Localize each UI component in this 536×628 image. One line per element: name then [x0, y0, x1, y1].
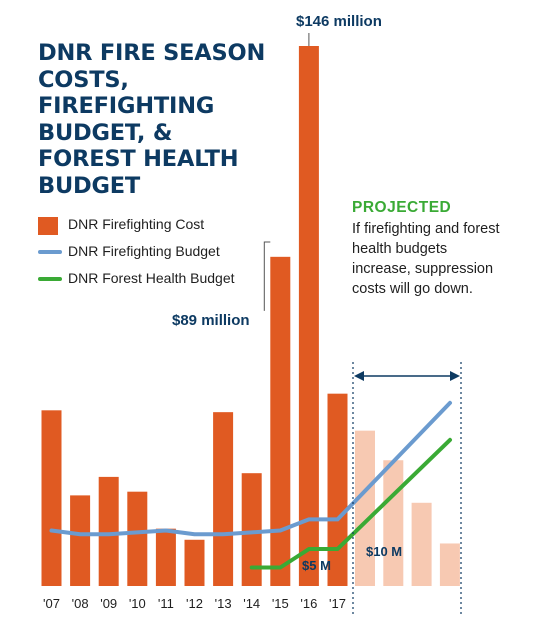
projected-bar: [355, 430, 375, 586]
projection-arrow-left: [354, 371, 364, 381]
x-tick-label: '09: [100, 596, 117, 611]
legend-item-forest: DNR Forest Health Budget: [38, 268, 278, 288]
annotation-five-m: $5 M: [302, 558, 331, 573]
projected-text: If firefighting and forest health budget…: [352, 221, 500, 297]
chart-title: DNR FIRE SEASON COSTS, FIREFIGHTING BUDG…: [38, 40, 266, 199]
cost-bar: [155, 528, 176, 586]
cost-bar: [184, 539, 205, 586]
legend-swatch-budget: [38, 250, 62, 254]
legend: DNR Firefighting Cost DNR Firefighting B…: [38, 214, 278, 295]
cost-bar: [127, 491, 148, 586]
legend-label-cost: DNR Firefighting Cost: [68, 216, 205, 232]
annotation-leader-2015: [263, 241, 271, 311]
projection-guides: [263, 33, 462, 614]
x-tick-label: '14: [243, 596, 260, 611]
cost-bar: [298, 46, 319, 586]
projected-bar: [383, 460, 404, 586]
projection-arrow-right: [450, 371, 460, 381]
cost-bar: [98, 476, 119, 586]
cost-bar: [41, 410, 62, 586]
cost-bar: [70, 495, 91, 586]
legend-swatch-forest: [38, 277, 62, 281]
annotation-peak: $146 million: [296, 13, 382, 30]
annotation-2015: $89 million: [172, 312, 250, 329]
x-tick-label: '08: [72, 596, 89, 611]
legend-swatch-cost: [38, 217, 58, 235]
x-tick-label: '16: [300, 596, 317, 611]
x-tick-label: '12: [186, 596, 203, 611]
x-tick-label: '07: [43, 596, 60, 611]
forest-line: [249, 437, 452, 570]
legend-label-forest: DNR Forest Health Budget: [68, 270, 235, 286]
x-tick-label: '13: [215, 596, 232, 611]
x-ticks: '07 '08 '09 '10 '11 '12 '13 '14 '15 '16 '17: [43, 596, 346, 611]
x-tick-label: '10: [129, 596, 146, 611]
legend-item-budget: DNR Firefighting Budget: [38, 241, 278, 261]
cost-bar: [241, 473, 262, 586]
x-tick-label: '15: [272, 596, 289, 611]
projected-bar: [439, 543, 460, 586]
budget-line: [49, 400, 452, 537]
projected-bar: [411, 502, 432, 586]
projected-label: PROJECTED: [352, 199, 452, 216]
projected-note: PROJECTED If firefighting and forest hea…: [352, 197, 502, 299]
projected-bars: [355, 430, 460, 586]
legend-label-budget: DNR Firefighting Budget: [68, 243, 220, 259]
cost-bars: [41, 46, 348, 586]
cost-bar: [213, 412, 234, 586]
legend-item-cost: DNR Firefighting Cost: [38, 214, 278, 235]
annotation-ten-m: $10 M: [366, 544, 403, 559]
cost-bar: [327, 393, 348, 586]
cost-bar: [270, 256, 291, 586]
x-tick-label: '17: [329, 596, 346, 611]
x-tick-label: '11: [158, 596, 174, 611]
budget-lines: [49, 400, 452, 570]
